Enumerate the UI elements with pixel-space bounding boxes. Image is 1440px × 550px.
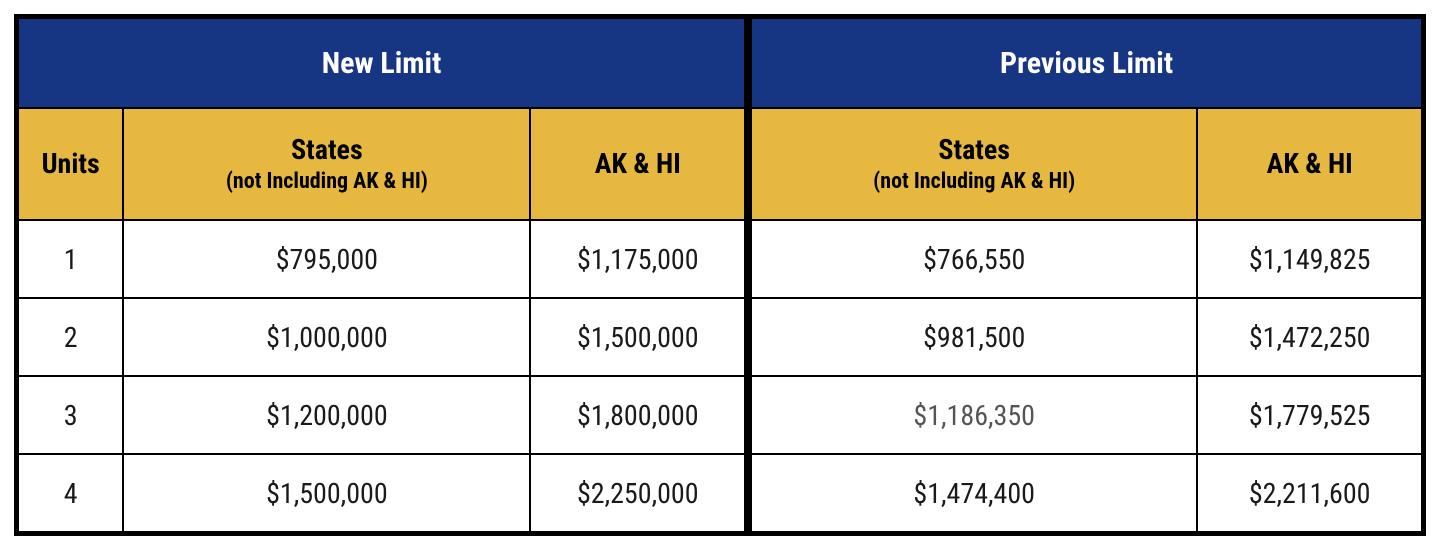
cell-prev-akhi: $2,211,600 <box>1197 454 1422 532</box>
table-body: 1$795,000$1,175,000$766,550$1,149,8252$1… <box>18 220 1422 532</box>
cell-new-akhi: $1,800,000 <box>530 376 748 454</box>
sub-header-units: Units <box>18 108 123 220</box>
cell-prev-akhi: $1,472,250 <box>1197 298 1422 376</box>
cell-new-akhi: $2,250,000 <box>530 454 748 532</box>
cell-prev-states: $1,186,350 <box>748 376 1197 454</box>
cell-new-states: $1,000,000 <box>123 298 530 376</box>
sub-header-states-note: (not Including AK & HI) <box>124 169 529 195</box>
cell-new-akhi: $1,500,000 <box>530 298 748 376</box>
table-row: 3$1,200,000$1,800,000$1,186,350$1,779,52… <box>18 376 1422 454</box>
cell-new-akhi: $1,175,000 <box>530 220 748 298</box>
sub-header-states-note: (not Including AK & HI) <box>752 169 1196 195</box>
limits-table: New Limit Previous Limit Units States (n… <box>17 17 1423 533</box>
cell-prev-akhi: $1,149,825 <box>1197 220 1422 298</box>
cell-prev-states: $1,474,400 <box>748 454 1197 532</box>
cell-new-states: $795,000 <box>123 220 530 298</box>
sub-header-new-states: States (not Including AK & HI) <box>123 108 530 220</box>
sub-header-states-main: States <box>124 133 529 167</box>
top-header-new-limit: New Limit <box>18 18 748 108</box>
sub-header-states-main: States <box>752 133 1196 167</box>
cell-units: 3 <box>18 376 123 454</box>
cell-prev-states: $766,550 <box>748 220 1197 298</box>
cell-units: 2 <box>18 298 123 376</box>
cell-units: 4 <box>18 454 123 532</box>
cell-new-states: $1,500,000 <box>123 454 530 532</box>
sub-header-new-akhi: AK & HI <box>530 108 748 220</box>
limits-table-container: New Limit Previous Limit Units States (n… <box>14 14 1426 536</box>
sub-header-prev-akhi: AK & HI <box>1197 108 1422 220</box>
table-row: 4$1,500,000$2,250,000$1,474,400$2,211,60… <box>18 454 1422 532</box>
table-row: 2$1,000,000$1,500,000$981,500$1,472,250 <box>18 298 1422 376</box>
top-header-previous-limit: Previous Limit <box>748 18 1422 108</box>
table-sub-header-row: Units States (not Including AK & HI) AK … <box>18 108 1422 220</box>
cell-new-states: $1,200,000 <box>123 376 530 454</box>
table-row: 1$795,000$1,175,000$766,550$1,149,825 <box>18 220 1422 298</box>
cell-prev-states: $981,500 <box>748 298 1197 376</box>
table-top-header-row: New Limit Previous Limit <box>18 18 1422 108</box>
cell-prev-akhi: $1,779,525 <box>1197 376 1422 454</box>
sub-header-prev-states: States (not Including AK & HI) <box>748 108 1197 220</box>
cell-units: 1 <box>18 220 123 298</box>
